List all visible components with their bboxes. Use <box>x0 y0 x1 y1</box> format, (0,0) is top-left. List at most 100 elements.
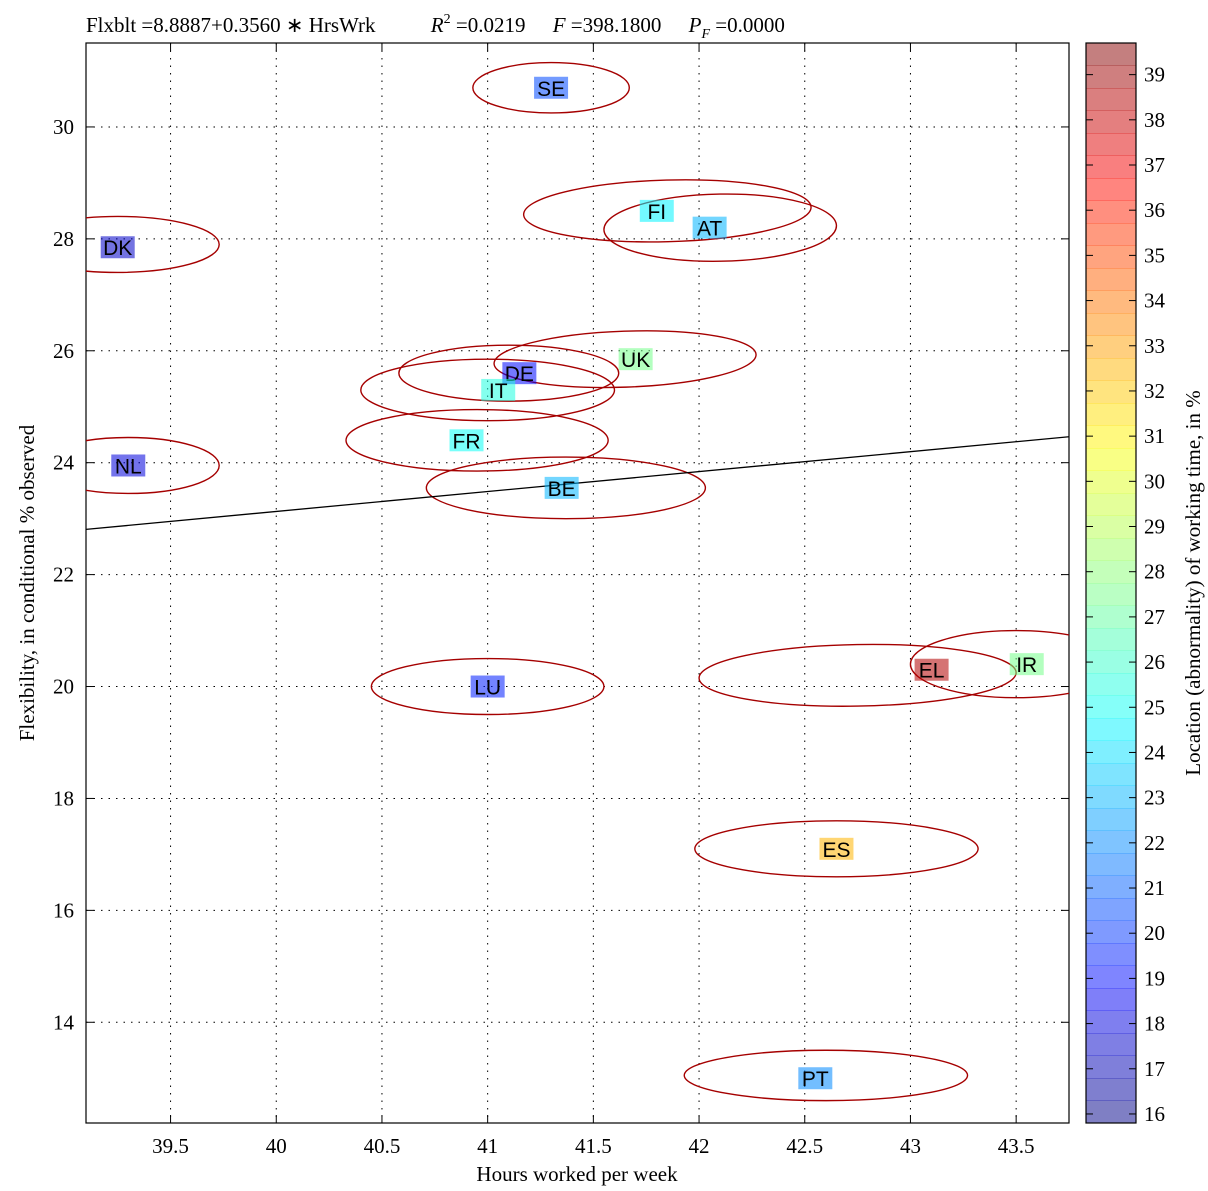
colorbar-tick-label: 36 <box>1144 198 1165 222</box>
colorbar-band <box>1086 763 1136 786</box>
y-tick-label: 18 <box>53 786 74 810</box>
colorbar-band <box>1086 943 1136 966</box>
colorbar-band <box>1086 358 1136 381</box>
y-tick-label: 22 <box>53 563 74 587</box>
label-box-pt <box>798 1067 833 1090</box>
country-label-se: SE <box>537 78 565 101</box>
country-label-at: AT <box>697 218 722 241</box>
x-tick-label: 41 <box>477 1134 498 1158</box>
label-box-lu <box>470 675 505 698</box>
colorbar-band <box>1086 920 1136 944</box>
colorbar-band <box>1086 898 1136 921</box>
x-tick-label: 41.5 <box>575 1134 612 1158</box>
x-tick-label: 40.5 <box>364 1134 401 1158</box>
colorbar-tick-label: 17 <box>1144 1057 1165 1081</box>
country-label-fr: FR <box>453 430 481 453</box>
colorbar-band <box>1086 223 1136 246</box>
x-tick-label: 43 <box>900 1134 921 1158</box>
colorbar-band <box>1086 1033 1136 1056</box>
y-tick-label: 26 <box>53 339 74 363</box>
label-box-fr <box>449 429 484 452</box>
colorbar-band <box>1086 110 1136 134</box>
country-label-es: ES <box>822 839 850 862</box>
colorbar-band <box>1086 785 1136 809</box>
x-tick-label: 40 <box>266 1134 287 1158</box>
colorbar-band <box>1086 740 1136 764</box>
ellipse-es <box>694 820 979 878</box>
colorbar-band <box>1086 1100 1136 1124</box>
colorbar-band <box>1086 313 1136 336</box>
colorbar-tick-label: 24 <box>1144 740 1166 764</box>
colorbar-tick-label: 33 <box>1144 334 1165 358</box>
x-axis-title: Hours worked per week <box>476 1162 678 1186</box>
ellipse-fi <box>522 179 812 243</box>
label-box-fi <box>639 199 674 222</box>
colorbar-band <box>1086 178 1136 201</box>
colorbar-band <box>1086 673 1136 696</box>
colorbar-band <box>1086 808 1136 831</box>
colorbar-tick-label: 39 <box>1144 63 1165 87</box>
colorbar-band <box>1086 605 1136 629</box>
ellipse-lu <box>370 657 605 716</box>
colorbar-band <box>1086 560 1136 584</box>
y-tick-label: 28 <box>53 227 74 251</box>
colorbar-band <box>1086 43 1136 66</box>
colorbar-band <box>1086 155 1136 179</box>
colorbar-band <box>1086 628 1136 651</box>
ellipse-dk <box>86 215 220 274</box>
country-label-it: IT <box>489 380 508 403</box>
label-box-be <box>544 476 579 499</box>
label-box-el <box>914 658 949 681</box>
colorbar-tick-label: 30 <box>1144 469 1165 493</box>
colorbar-tick-label: 21 <box>1144 876 1165 900</box>
ellipse-pt <box>683 1049 969 1102</box>
x-tick-label: 43.5 <box>998 1134 1035 1158</box>
y-tick-label: 16 <box>53 898 74 922</box>
colorbar-band <box>1086 448 1136 471</box>
colorbar-tick-label: 28 <box>1144 560 1165 584</box>
chart-title: Flxblt =8.8887+0.3560 ∗ HrsWrk R2 =0.021… <box>86 12 785 42</box>
colorbar-tick-label: 22 <box>1144 831 1165 855</box>
x-tick-label: 39.5 <box>152 1134 189 1158</box>
colorbar-band <box>1086 853 1136 876</box>
ellipse-at <box>603 193 838 262</box>
colorbar-band <box>1086 65 1136 89</box>
colorbar-tick-label: 23 <box>1144 786 1165 810</box>
colorbar-tick-label: 34 <box>1144 289 1166 313</box>
y-axis: 14 16 18 20 22 24 26 28 30 <box>53 115 1069 1034</box>
colorbar-band <box>1086 650 1136 674</box>
colorbar-band <box>1086 380 1136 404</box>
colorbar-tick-label: 37 <box>1144 153 1165 177</box>
colorbar-band <box>1086 875 1136 899</box>
colorbar-band <box>1086 88 1136 111</box>
colorbar-ticks: 16 17 18 19 20 21 22 23 24 25 26 27 28 29 30 31 32 33 34 35… <box>1086 63 1166 1126</box>
plot-area <box>85 42 1070 1124</box>
colorbar-band <box>1086 245 1136 269</box>
colorbar-band <box>1086 1010 1136 1034</box>
colorbar-band <box>1086 268 1136 291</box>
colorbar-tick-label: 25 <box>1144 695 1165 719</box>
colorbar-tick-label: 38 <box>1144 108 1165 132</box>
y-axis-title: Flexibility, in conditional % observed <box>15 424 39 741</box>
label-box-uk <box>618 348 653 371</box>
ellipse-it <box>360 358 616 422</box>
colorbar-band <box>1086 538 1136 561</box>
colorbar-band <box>1086 515 1136 539</box>
country-label-dk: DK <box>103 237 132 260</box>
y-tick-label: 20 <box>53 675 74 699</box>
colorbar-band <box>1086 493 1136 516</box>
ellipse-be <box>425 456 707 520</box>
label-box-de <box>502 362 537 385</box>
colorbar-band <box>1086 583 1136 606</box>
colorbar-band <box>1086 335 1136 359</box>
colorbar-band <box>1086 200 1136 224</box>
label-box-at <box>692 216 727 239</box>
y-tick-label: 14 <box>53 1010 75 1034</box>
label-box-ir <box>1009 653 1044 676</box>
country-label-lu: LU <box>474 677 501 700</box>
colorbar-band <box>1086 830 1136 854</box>
colorbar-title: Location (abnormality) of working time, … <box>1181 390 1205 776</box>
label-box-it <box>481 378 516 401</box>
